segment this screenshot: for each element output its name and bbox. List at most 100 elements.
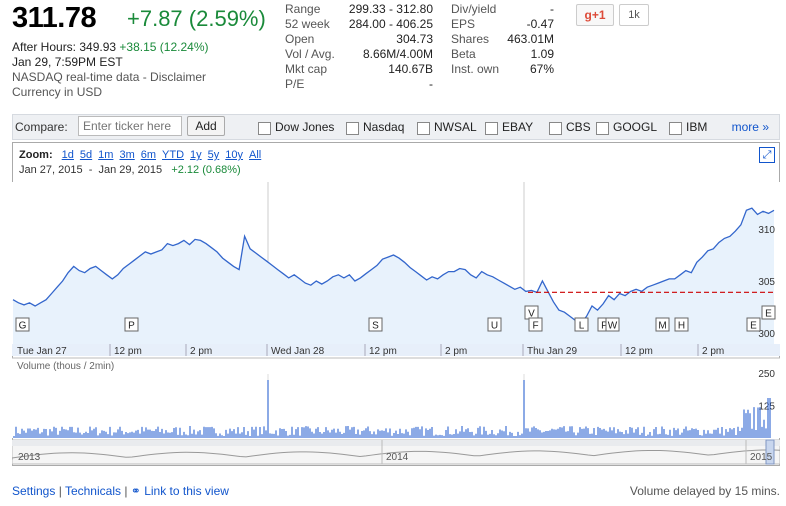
price-tick-label: 300 — [758, 329, 775, 340]
news-flag[interactable] — [574, 317, 589, 332]
stat-row: EPS -0.47 — [451, 17, 554, 32]
zoom-option[interactable]: 3m — [119, 149, 135, 161]
news-flag-letter: H — [678, 321, 685, 332]
compare-checkbox[interactable] — [549, 122, 562, 135]
news-flag-letter: W — [608, 321, 618, 332]
compare-checkbox-label[interactable]: Nasdaq — [363, 120, 405, 134]
price-line — [12, 207, 775, 324]
link-to-view[interactable]: Link to this view — [144, 484, 229, 498]
compare-checkbox[interactable] — [485, 122, 498, 135]
range-start: Jan 27, 2015 — [19, 164, 83, 176]
news-flag-letter: P — [601, 321, 608, 332]
expand-icon[interactable]: ⤢ — [759, 147, 775, 163]
zoom-option[interactable]: 6m — [140, 149, 157, 161]
news-flag[interactable] — [528, 317, 543, 332]
news-flag[interactable] — [368, 317, 383, 332]
news-flag-letter: P — [128, 321, 135, 332]
zoom-option[interactable]: 10y — [225, 149, 244, 161]
news-flag[interactable] — [15, 317, 30, 332]
zoom-option[interactable]: 5d — [79, 149, 93, 161]
time-axis-label: 2 pm — [445, 346, 467, 357]
news-flag[interactable] — [124, 317, 139, 332]
stats-right: Div/yield - EPS -0.47 Shares 463.01M Beta 1.09 I… — [451, 2, 554, 82]
stat-row: Div/yield - — [451, 2, 554, 17]
compare-checkbox-label[interactable]: EBAY — [502, 120, 534, 134]
price-tick-label: 310 — [758, 225, 775, 236]
stat-key: Beta — [451, 47, 476, 61]
navigator-line — [12, 449, 780, 460]
stat-value: 284.00 - 406.25 — [348, 17, 433, 31]
zoom-option[interactable]: 1d — [61, 149, 74, 161]
compare-checkbox[interactable] — [258, 122, 271, 135]
volume-panel — [12, 358, 780, 438]
stat-row: Inst. own 67% — [451, 62, 554, 77]
navigator-window[interactable] — [765, 439, 775, 465]
stat-value: - — [429, 77, 433, 91]
settings-link[interactable]: Settings — [12, 484, 56, 498]
chart-panel: Zoom: 1d 5d 1m 3m 6m YTD 1y 5y 10y All Jan 27, 20… — [12, 142, 780, 466]
compare-checkbox[interactable] — [669, 122, 682, 135]
zoom-option[interactable]: YTD — [162, 149, 185, 161]
after-hours-price: 349.93 — [79, 40, 117, 54]
compare-checkbox-label[interactable]: GOOGL — [613, 120, 658, 134]
news-flag[interactable] — [605, 317, 620, 332]
ticker-input[interactable] — [78, 116, 182, 136]
gplus-button[interactable]: g+1 — [576, 4, 614, 26]
news-flag[interactable] — [761, 305, 776, 320]
stat-key: Open — [285, 32, 315, 46]
after-hours-label: After Hours: — [12, 40, 77, 54]
stat-row: Mkt cap 140.67B — [285, 62, 433, 77]
zoom-bar: Zoom: 1d 5d 1m 3m 6m YTD 1y 5y 10y All — [19, 149, 267, 161]
compare-checkbox-label[interactable]: CBS — [566, 120, 591, 134]
volume-tick-label: 250 — [758, 369, 775, 380]
stat-key: 52 week — [285, 17, 330, 31]
add-button[interactable]: Add — [187, 116, 225, 136]
zoom-option[interactable]: 1m — [98, 149, 114, 161]
disclaimer-link[interactable]: Disclaimer — [150, 70, 207, 84]
stat-key: Inst. own — [451, 62, 500, 76]
time-axis-label: 12 pm — [625, 346, 653, 357]
compare-checkbox[interactable] — [346, 122, 359, 135]
date-range: Jan 27, 2015 - Jan 29, 2015 +2.12 (0.68%… — [19, 164, 241, 176]
zoom-option[interactable]: 1y — [190, 149, 202, 161]
compare-checkbox-label[interactable]: NWSAL — [434, 120, 477, 134]
price-change: +7.87 (2.59%) — [127, 6, 266, 31]
price-tick-label: 305 — [758, 277, 775, 288]
news-flag-letter: S — [372, 321, 379, 332]
news-flag[interactable] — [674, 317, 689, 332]
technicals-link[interactable]: Technicals — [64, 484, 121, 498]
compare-checkbox[interactable] — [596, 122, 609, 135]
zoom-label: Zoom: — [19, 149, 53, 161]
zoom-option[interactable]: 5y — [207, 149, 220, 161]
stat-value: 304.73 — [396, 32, 433, 46]
more-link[interactable]: more » — [731, 120, 769, 134]
news-flag[interactable] — [655, 317, 670, 332]
stat-key: EPS — [451, 17, 476, 31]
stat-value: 140.67B — [388, 62, 433, 76]
stat-value: 67% — [529, 62, 554, 76]
currency: Currency in USD — [12, 85, 103, 99]
news-flag-letter: F — [532, 321, 538, 332]
stat-row: Vol / Avg. 8.66M/4.00M — [285, 47, 433, 62]
volume-label: Volume (thous / 2min) — [17, 361, 114, 372]
navigator-year-label: 2014 — [386, 452, 409, 463]
compare-checkbox[interactable] — [417, 122, 430, 135]
zoom-option[interactable]: All — [249, 149, 262, 161]
news-flag[interactable] — [746, 317, 761, 332]
stat-row: P/E - — [285, 77, 433, 92]
compare-checkbox-label[interactable]: IBM — [686, 120, 708, 134]
news-flag-letter: M — [658, 321, 666, 332]
footer-separator: | — [58, 484, 62, 498]
news-flag[interactable] — [487, 317, 502, 332]
stat-key: Shares — [451, 32, 490, 46]
stat-value: 463.01M — [507, 32, 554, 46]
after-hours: After Hours: 349.93 +38.15 (12.24%) — [12, 40, 208, 55]
volume-note: Volume delayed by 15 mins. — [629, 484, 780, 498]
news-flag-letter: G — [19, 321, 27, 332]
stat-row: Range 299.33 - 312.80 — [285, 2, 433, 17]
stat-value: 1.09 — [530, 47, 554, 61]
compare-checkbox-label[interactable]: Dow Jones — [275, 120, 335, 134]
navigator-year-label: 2015 — [750, 452, 773, 463]
stat-key: Div/yield — [451, 2, 497, 16]
